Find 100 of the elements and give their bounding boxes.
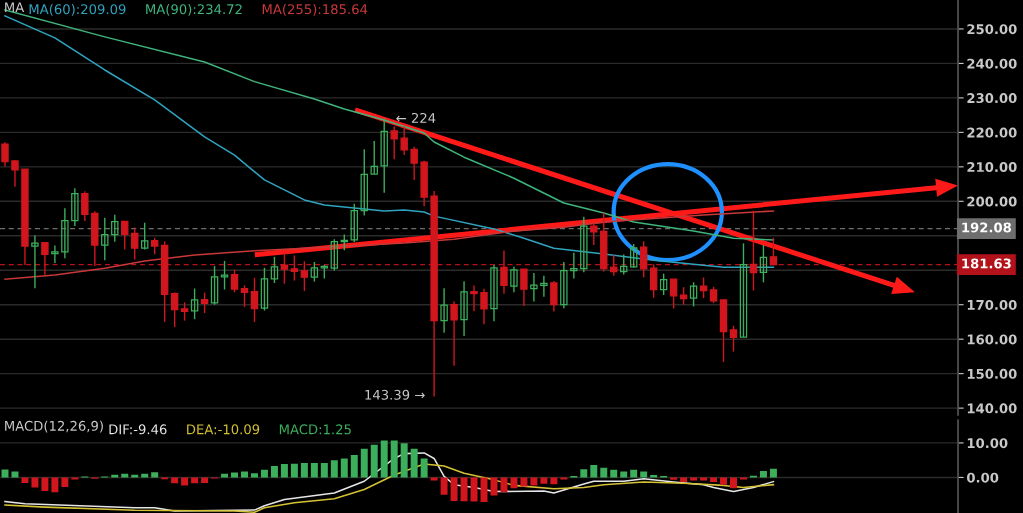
y-tick-label: 240.00 — [967, 58, 1017, 69]
series-label: MA(60):209.09 — [29, 3, 126, 16]
bar — [430, 477, 438, 481]
line-series — [4, 463, 775, 513]
bar — [330, 460, 338, 478]
candlestick — [610, 254, 618, 277]
y-tick-label: 250.00 — [967, 24, 1017, 35]
candlestick — [360, 148, 368, 217]
bar — [580, 469, 588, 478]
candlestick — [500, 249, 508, 295]
bar — [540, 477, 548, 484]
bar — [440, 477, 448, 495]
candlestick — [570, 251, 578, 280]
bar — [690, 477, 698, 481]
y-tick-label: 150.00 — [967, 368, 1017, 379]
bar — [769, 468, 777, 478]
annotation: ← 224 — [396, 112, 436, 123]
candlestick — [290, 254, 299, 282]
candlestick — [450, 300, 458, 367]
candlestick — [689, 281, 698, 308]
bar — [71, 477, 79, 480]
bar — [250, 473, 258, 478]
series-label: MACD:1.25 — [279, 424, 351, 435]
y-tick-label: 170.00 — [967, 299, 1017, 310]
candlestick — [769, 237, 778, 266]
candlestick — [560, 261, 568, 309]
candlestick — [260, 267, 269, 312]
ref-line-label: 181.63 — [962, 258, 1011, 269]
candlestick — [510, 266, 518, 293]
candlestick — [390, 125, 398, 160]
bar — [560, 477, 568, 480]
candlestick — [440, 287, 448, 334]
bar — [420, 458, 428, 478]
candlestick — [111, 214, 119, 243]
bar — [550, 477, 558, 485]
candlestick — [649, 263, 658, 299]
ref-line-label: 192.08 — [962, 222, 1012, 233]
candlestick — [300, 260, 309, 292]
candlestick — [370, 140, 378, 175]
bar — [710, 477, 718, 482]
text: DIF:-9.46 — [109, 424, 167, 435]
bar — [730, 477, 737, 489]
candlestick — [131, 226, 139, 261]
bar — [410, 448, 418, 478]
bar — [759, 470, 767, 478]
candlestick — [540, 275, 548, 298]
bar — [171, 477, 179, 484]
candlestick — [410, 146, 418, 181]
candlestick — [330, 238, 339, 272]
candlestick — [240, 284, 249, 308]
candlestick — [31, 234, 39, 289]
candlestick — [230, 268, 239, 293]
line-series — [4, 210, 775, 280]
bar — [21, 477, 29, 483]
candlestick — [121, 220, 129, 251]
candlestick — [490, 264, 498, 322]
candlestick — [739, 242, 748, 338]
candlestick — [380, 117, 388, 194]
candlestick — [270, 256, 279, 284]
bar — [390, 440, 398, 478]
bar — [201, 477, 209, 483]
candlestick — [81, 190, 89, 222]
bar — [320, 462, 328, 478]
bar — [600, 467, 608, 478]
bar — [31, 477, 39, 488]
bar — [260, 469, 268, 478]
candlestick — [41, 241, 49, 276]
bar — [191, 477, 199, 484]
chart-title: MA — [5, 2, 25, 13]
candlestick — [1, 141, 9, 168]
bar — [480, 477, 488, 502]
candlestick — [470, 284, 478, 312]
candlestick — [530, 272, 538, 303]
bar — [300, 462, 308, 478]
bar — [380, 440, 388, 478]
y-tick-label: 210.00 — [967, 162, 1017, 173]
bar — [450, 477, 458, 501]
bar — [590, 465, 598, 478]
bar — [181, 477, 189, 486]
annotation: 143.39 → — [365, 389, 425, 400]
candlestick — [101, 217, 109, 261]
candlestick — [350, 203, 358, 243]
chart-title: MACD(12,26,9) — [5, 420, 103, 433]
bar — [270, 466, 278, 478]
candlestick — [590, 222, 598, 246]
bar — [460, 477, 468, 502]
bar — [280, 463, 288, 478]
bar — [670, 477, 678, 480]
bar — [700, 477, 708, 481]
bar — [400, 443, 408, 478]
candlestick — [659, 272, 668, 296]
candlestick — [51, 244, 59, 264]
y-tick-label: 200.00 — [967, 196, 1017, 207]
bar — [310, 462, 318, 478]
candlestick — [310, 261, 319, 283]
bar — [470, 477, 478, 502]
bar — [41, 477, 49, 491]
candlestick — [61, 207, 69, 259]
bar — [360, 448, 368, 478]
bar — [370, 444, 378, 478]
